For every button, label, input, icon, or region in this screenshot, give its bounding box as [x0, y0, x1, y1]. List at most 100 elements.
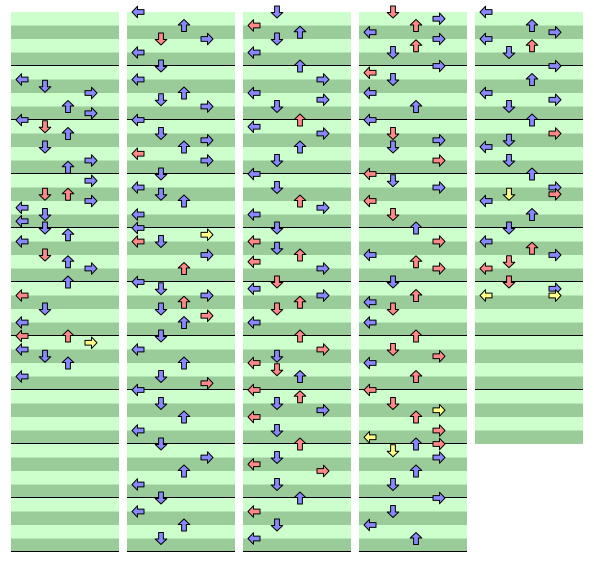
beat-stripe — [127, 12, 235, 26]
up-arrow-icon — [409, 437, 423, 451]
down-arrow-icon — [386, 46, 400, 59]
beat-stripe — [11, 133, 119, 147]
up-arrow-icon — [177, 464, 191, 478]
beat-stripe — [243, 39, 351, 53]
down-arrow-icon — [386, 5, 400, 19]
left-arrow-icon — [15, 214, 29, 228]
beat-stripe — [127, 268, 235, 282]
up-arrow-icon — [293, 390, 307, 404]
beat-stripe — [359, 93, 467, 107]
beat-stripe — [11, 430, 119, 444]
beat-stripe — [359, 484, 467, 498]
beat-stripe — [11, 484, 119, 498]
down-arrow-icon — [270, 518, 284, 532]
beat-stripe — [243, 214, 351, 228]
up-arrow-icon — [177, 86, 191, 100]
up-arrow-icon — [409, 289, 423, 302]
left-arrow-icon — [247, 235, 261, 248]
left-arrow-icon — [479, 262, 493, 275]
down-arrow-icon — [270, 221, 284, 235]
down-arrow-icon — [38, 79, 52, 93]
beat-stripe — [475, 336, 583, 350]
up-arrow-icon — [525, 241, 539, 255]
left-arrow-icon — [479, 86, 493, 100]
beat-stripe — [11, 538, 119, 552]
beat-stripe — [127, 214, 235, 228]
up-arrow-icon — [293, 113, 307, 127]
up-arrow-icon — [409, 100, 423, 113]
beat-stripe — [475, 322, 583, 336]
beat-stripe — [127, 417, 235, 431]
left-arrow-icon — [247, 457, 261, 471]
up-arrow-icon — [525, 39, 539, 53]
beat-stripe — [359, 498, 467, 512]
down-arrow-icon — [270, 154, 284, 167]
down-arrow-icon — [154, 127, 168, 140]
up-arrow-icon — [61, 127, 75, 140]
left-arrow-icon — [363, 518, 377, 532]
beat-stripe — [127, 444, 235, 458]
beat-stripe — [475, 12, 583, 26]
beat-stripe — [243, 106, 351, 120]
right-arrow-icon — [84, 336, 98, 350]
beat-stripe — [359, 147, 467, 161]
up-arrow-icon — [61, 187, 75, 201]
beat-stripe — [243, 12, 351, 26]
beat-stripe — [127, 174, 235, 188]
right-arrow-icon — [200, 451, 214, 464]
beat-stripe — [127, 322, 235, 336]
up-arrow-icon — [525, 167, 539, 181]
down-arrow-icon — [154, 370, 168, 383]
beat-stripe — [475, 174, 583, 188]
right-arrow-icon — [84, 154, 98, 167]
right-arrow-icon — [316, 73, 330, 86]
beat-stripe — [243, 336, 351, 350]
beat-stripe — [475, 363, 583, 377]
beat-stripe — [243, 322, 351, 336]
left-arrow-icon — [363, 25, 377, 39]
beat-stripe — [127, 484, 235, 498]
beat-stripe — [11, 309, 119, 323]
down-arrow-icon — [386, 208, 400, 221]
down-arrow-icon — [386, 505, 400, 518]
left-arrow-icon — [247, 505, 261, 518]
beat-stripe — [243, 66, 351, 80]
left-arrow-icon — [247, 410, 261, 424]
left-arrow-icon — [15, 201, 29, 215]
beat-stripe — [359, 228, 467, 242]
up-arrow-icon — [293, 370, 307, 383]
down-arrow-icon — [502, 275, 516, 289]
down-arrow-icon — [154, 532, 168, 545]
up-arrow-icon — [293, 59, 307, 73]
left-arrow-icon — [247, 383, 261, 397]
beat-stripe — [11, 282, 119, 296]
up-arrow-icon — [177, 295, 191, 309]
beat-stripe — [359, 120, 467, 134]
up-arrow-icon — [293, 491, 307, 505]
up-arrow-icon — [409, 221, 423, 235]
left-arrow-icon — [15, 73, 29, 86]
down-arrow-icon — [154, 437, 168, 451]
up-arrow-icon — [177, 410, 191, 424]
down-arrow-icon — [502, 187, 516, 201]
right-arrow-icon — [84, 262, 98, 275]
beat-stripe — [127, 25, 235, 39]
up-arrow-icon — [409, 255, 423, 269]
up-arrow-icon — [177, 356, 191, 370]
up-arrow-icon — [409, 464, 423, 478]
beat-stripe — [11, 471, 119, 485]
up-arrow-icon — [525, 208, 539, 221]
beat-stripe — [475, 390, 583, 404]
right-arrow-icon — [200, 133, 214, 147]
right-arrow-icon — [432, 349, 446, 363]
beat-stripe — [359, 417, 467, 431]
beat-stripe — [11, 295, 119, 309]
beat-stripe — [243, 484, 351, 498]
beat-stripe — [475, 430, 583, 444]
left-arrow-icon — [247, 120, 261, 134]
down-arrow-icon — [154, 59, 168, 73]
right-arrow-icon — [548, 93, 562, 107]
down-arrow-icon — [270, 275, 284, 289]
beat-stripe — [127, 201, 235, 215]
beat-stripe — [243, 241, 351, 255]
